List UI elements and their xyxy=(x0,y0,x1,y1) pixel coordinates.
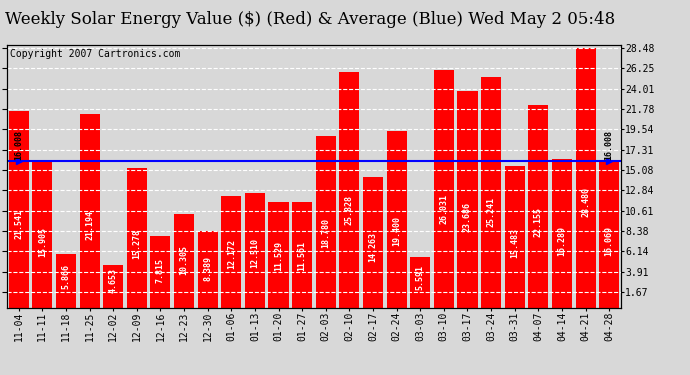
Text: 7.815: 7.815 xyxy=(156,258,165,282)
Bar xyxy=(529,105,549,308)
Bar xyxy=(316,136,336,308)
Text: 21.541: 21.541 xyxy=(14,209,23,239)
Text: 28.480: 28.480 xyxy=(581,187,590,217)
Bar xyxy=(79,114,99,308)
Text: 12.172: 12.172 xyxy=(227,238,236,268)
Text: 11.529: 11.529 xyxy=(274,241,283,271)
Bar xyxy=(457,92,477,308)
Bar xyxy=(481,77,501,308)
Text: 10.305: 10.305 xyxy=(179,244,188,274)
Text: 5.866: 5.866 xyxy=(61,264,70,289)
Text: 18.780: 18.780 xyxy=(322,217,331,248)
Bar xyxy=(197,231,218,308)
Bar xyxy=(32,162,52,308)
Text: 15.483: 15.483 xyxy=(510,228,519,258)
Text: 23.686: 23.686 xyxy=(463,202,472,232)
Bar xyxy=(552,159,572,308)
Text: 12.510: 12.510 xyxy=(250,238,259,268)
Bar xyxy=(292,202,312,308)
Text: 8.389: 8.389 xyxy=(203,256,212,281)
Bar xyxy=(575,48,595,308)
Text: 25.828: 25.828 xyxy=(345,195,354,225)
Text: 26.031: 26.031 xyxy=(440,194,449,224)
Text: 22.155: 22.155 xyxy=(534,207,543,237)
Bar xyxy=(504,166,525,308)
Bar xyxy=(150,236,170,308)
Text: 25.241: 25.241 xyxy=(486,197,495,227)
Bar xyxy=(56,254,76,308)
Text: 16.069: 16.069 xyxy=(604,226,613,256)
Text: 16.008: 16.008 xyxy=(14,130,23,160)
Bar xyxy=(268,202,288,308)
Bar xyxy=(410,256,431,307)
Text: 15.278: 15.278 xyxy=(132,229,141,259)
Text: 19.400: 19.400 xyxy=(392,216,401,246)
Text: 21.194: 21.194 xyxy=(85,210,94,240)
Bar xyxy=(221,196,242,308)
Bar xyxy=(174,213,194,308)
Bar xyxy=(127,168,147,308)
Text: 16.008: 16.008 xyxy=(604,130,613,160)
Bar xyxy=(245,194,265,308)
Text: Weekly Solar Energy Value ($) (Red) & Average (Blue) Wed May 2 05:48: Weekly Solar Energy Value ($) (Red) & Av… xyxy=(6,11,615,28)
Text: 15.905: 15.905 xyxy=(38,227,47,257)
Text: 4.653: 4.653 xyxy=(109,268,118,292)
Bar xyxy=(434,70,454,308)
Bar xyxy=(103,265,124,308)
Bar xyxy=(386,130,406,308)
Bar xyxy=(339,72,359,308)
Bar xyxy=(363,177,383,308)
Bar xyxy=(9,111,29,308)
Text: 14.263: 14.263 xyxy=(368,232,377,262)
Text: Copyright 2007 Cartronics.com: Copyright 2007 Cartronics.com xyxy=(10,49,180,59)
Text: 11.561: 11.561 xyxy=(297,241,306,271)
Text: 5.591: 5.591 xyxy=(416,265,425,290)
Bar xyxy=(599,161,619,308)
Text: 16.289: 16.289 xyxy=(558,225,566,255)
